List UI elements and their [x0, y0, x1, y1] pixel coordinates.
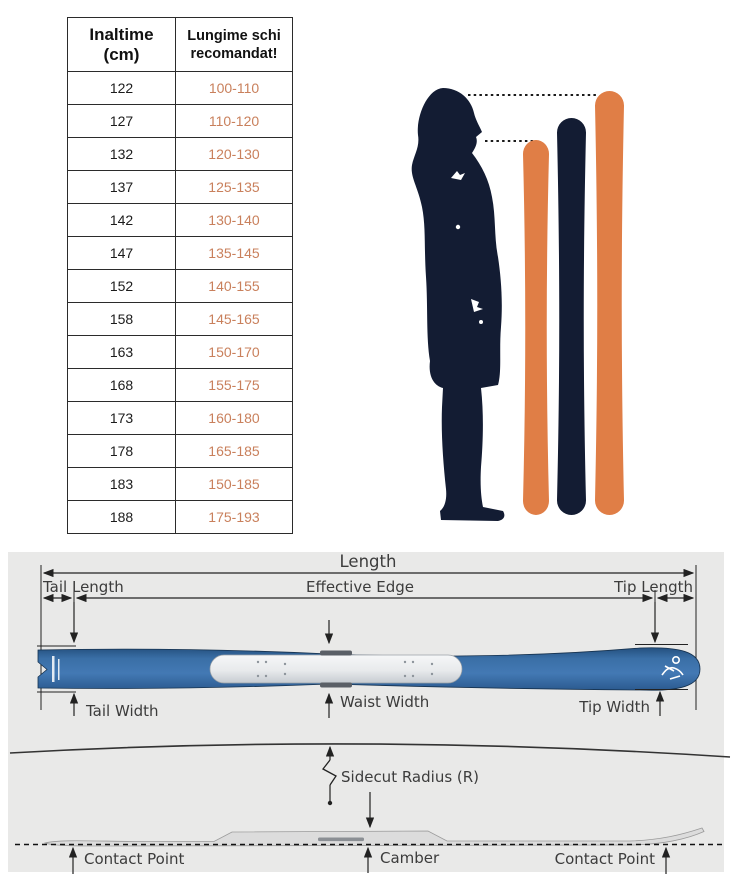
table-row: 152 140-155 — [67, 269, 293, 303]
camber-label: Camber — [380, 849, 440, 867]
table-row: 122 100-110 — [67, 71, 293, 105]
table-row: 178 165-185 — [67, 434, 293, 468]
sidecut-arc — [9, 743, 731, 758]
height-cell: 147 — [67, 236, 176, 270]
ski-length-cell: 150-170 — [175, 335, 293, 369]
ski-length-cell: 150-185 — [175, 467, 293, 501]
ski-length-cell: 165-185 — [175, 434, 293, 468]
binding-screw-marks — [256, 660, 434, 678]
height-cell: 142 — [67, 203, 176, 237]
effective-edge-label: Effective Edge — [306, 578, 414, 596]
table-row: 147 135-145 — [67, 236, 293, 270]
ski-length-cell: 120-130 — [175, 137, 293, 171]
height-cell: 163 — [67, 335, 176, 369]
sidecut-zigzag — [322, 759, 337, 786]
ski-length-cell: 130-140 — [175, 203, 293, 237]
ski-length-cell: 160-180 — [175, 401, 293, 435]
jacket-white-marks — [451, 171, 483, 324]
ski-length-column-header: Lungime schi recomandat! — [175, 17, 293, 72]
table-header-row: Inaltime (cm) Lungime schi recomandat! — [67, 17, 293, 72]
sidecut-radius-label: Sidecut Radius (R) — [341, 768, 479, 786]
contact-point-right-label: Contact Point — [555, 850, 655, 868]
skier-height-illustration — [411, 88, 624, 521]
binding-plate — [209, 654, 463, 684]
height-cell: 132 — [67, 137, 176, 171]
table-row: 158 145-165 — [67, 302, 293, 336]
table-row: 168 155-175 — [67, 368, 293, 402]
ski-anatomy-diagram: Length Tail Length Effective Edge Tip Le… — [8, 552, 731, 874]
ski-top-view — [37, 647, 701, 691]
table-row: 137 125-135 — [67, 170, 293, 204]
height-cell: 173 — [67, 401, 176, 435]
tip-width-label: Tip Width — [578, 698, 650, 716]
binding-clip-bottom — [320, 682, 352, 688]
tail-width-label: Tail Width — [85, 702, 159, 720]
height-cell: 178 — [67, 434, 176, 468]
length-label: Length — [340, 552, 397, 571]
ski-length-cell: 145-165 — [175, 302, 293, 336]
tip-skier-logo-icon — [661, 656, 684, 680]
height-cell: 122 — [67, 71, 176, 105]
height-cell: 188 — [67, 500, 176, 534]
medium-ski-icon — [557, 118, 586, 515]
ski-length-cell: 155-175 — [175, 368, 293, 402]
ski-header-line2: recomandat! — [190, 45, 278, 62]
contact-point-left-label: Contact Point — [84, 850, 184, 868]
height-cell: 137 — [67, 170, 176, 204]
tail-brand-marks — [52, 656, 60, 682]
person-silhouette-icon — [411, 88, 505, 521]
binding-clip-top — [320, 650, 352, 656]
ski-length-cell: 175-193 — [175, 500, 293, 534]
ski-length-cell: 125-135 — [175, 170, 293, 204]
table-row: 183 150-185 — [67, 467, 293, 501]
height-header-line2: (cm) — [103, 44, 140, 64]
table-row: 132 120-130 — [67, 137, 293, 171]
ski-header-line1: Lungime schi — [187, 27, 281, 44]
table-row: 188 175-193 — [67, 500, 293, 534]
waist-width-label: Waist Width — [340, 693, 429, 711]
table-row: 142 130-140 — [67, 203, 293, 237]
size-chart-table: Inaltime (cm) Lungime schi recomandat! 1… — [67, 17, 293, 534]
tip-length-label: Tip Length — [613, 578, 693, 596]
height-header-line1: Inaltime — [89, 24, 154, 44]
sidecut-arrow-dot — [327, 800, 333, 806]
height-cell: 183 — [67, 467, 176, 501]
height-cell: 168 — [67, 368, 176, 402]
ski-length-cell: 100-110 — [175, 71, 293, 105]
tall-ski-icon — [595, 91, 624, 515]
height-column-header: Inaltime (cm) — [67, 17, 176, 72]
ski-side-view — [43, 827, 705, 847]
ski-length-cell: 140-155 — [175, 269, 293, 303]
side-view-binding-mark — [318, 837, 364, 842]
short-ski-icon — [523, 140, 549, 515]
table-row: 127 110-120 — [67, 104, 293, 138]
height-cell: 152 — [67, 269, 176, 303]
ski-length-cell: 135-145 — [175, 236, 293, 270]
height-cell: 127 — [67, 104, 176, 138]
height-cell: 158 — [67, 302, 176, 336]
table-row: 163 150-170 — [67, 335, 293, 369]
tail-length-label: Tail Length — [42, 578, 124, 596]
ski-length-cell: 110-120 — [175, 104, 293, 138]
table-row: 173 160-180 — [67, 401, 293, 435]
